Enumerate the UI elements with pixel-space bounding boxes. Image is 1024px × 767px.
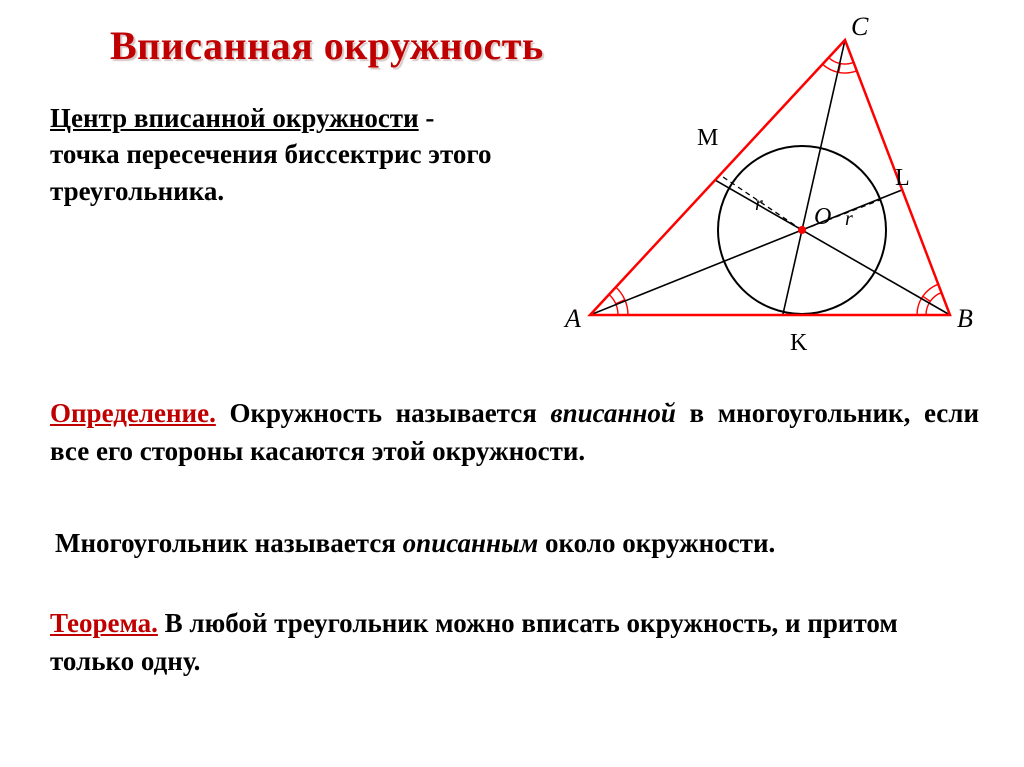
diagram-svg: A B C O M L Kr r <box>555 15 985 375</box>
theorem-label: Теорема. <box>50 608 158 638</box>
svg-text:C: C <box>851 15 869 41</box>
polygon-before: Многоугольник называется <box>55 528 403 558</box>
svg-text:A: A <box>563 304 581 333</box>
svg-text:L: L <box>895 165 910 191</box>
polygon-after: около окружности. <box>538 528 775 558</box>
center-definition: Центр вписанной окружности - точка перес… <box>50 100 510 209</box>
svg-text:M: M <box>697 125 718 151</box>
theorem-body: В любой треугольник можно вписать окружн… <box>50 608 898 676</box>
definition-label: Определение. <box>50 398 216 428</box>
theorem-block: Теорема. В любой треугольник можно вписа… <box>50 605 979 681</box>
center-definition-underlined: Центр вписанной окружности <box>50 103 419 133</box>
svg-text:r: r <box>755 193 763 215</box>
triangle-diagram: A B C O M L Kr r <box>555 15 985 375</box>
definition-body-before: Окружность называется <box>216 398 551 428</box>
svg-text:K: K <box>790 330 808 356</box>
definition-italic: вписанной <box>551 398 676 428</box>
polygon-statement: Многоугольник называется описанным около… <box>55 528 979 559</box>
svg-text:r: r <box>845 208 853 230</box>
page-title: Вписанная окружность <box>110 22 544 69</box>
svg-text:B: B <box>957 304 973 333</box>
svg-text:O: O <box>814 204 831 230</box>
title-text: Вписанная окружность <box>110 23 544 68</box>
polygon-italic: описанным <box>403 528 539 558</box>
inscribed-definition: Определение. Окружность называется вписа… <box>50 395 979 471</box>
